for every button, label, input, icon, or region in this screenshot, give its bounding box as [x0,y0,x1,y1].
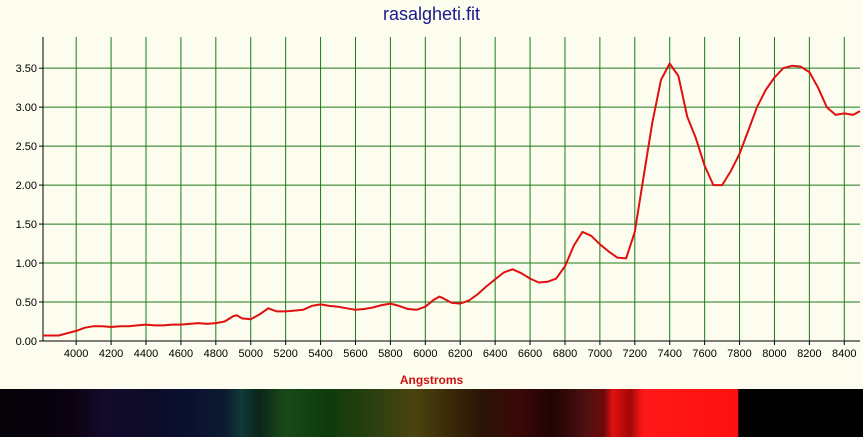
y-tick-label: 3.50 [16,63,37,75]
x-tick-label: 4600 [169,348,193,360]
axes [39,37,860,345]
spectrum-color-strip [0,389,863,437]
y-tick-label: 3.00 [16,102,37,114]
y-tick-labels: 0.00 0.50 1.00 1.50 2.00 2.50 3.00 3.50 [16,63,37,348]
x-tick-label: 5200 [273,348,297,360]
x-tick-label: 6800 [553,348,577,360]
x-tick-label: 5400 [308,348,332,360]
x-tick-label: 8000 [762,348,786,360]
x-tick-label: 6000 [413,348,437,360]
x-tick-label: 4400 [134,348,158,360]
chart-title: rasalgheti.fit [382,4,481,24]
grid-lines [43,37,860,341]
x-tick-labels: 4000 4200 4400 4600 4800 5000 5200 5400 5600 5800… [64,348,857,360]
x-tick-label: 7400 [657,348,681,360]
x-tick-label: 4000 [64,348,88,360]
x-tick-label: 4200 [99,348,123,360]
x-tick-label: 5600 [343,348,367,360]
x-tick-label: 7000 [588,348,612,360]
x-tick-label: 6600 [518,348,542,360]
x-tick-label: 7200 [623,348,647,360]
x-tick-label: 5000 [238,348,262,360]
y-tick-label: 1.00 [16,258,37,270]
series-group [43,62,861,337]
x-tick-label: 7800 [727,348,751,360]
y-tick-label: 1.50 [16,219,37,231]
x-tick-label: 6400 [483,348,507,360]
x-tick-label: 5800 [378,348,402,360]
x-tick-label: 6200 [448,348,472,360]
x-tick-label: 4800 [204,348,228,360]
x-tick-label: 8400 [832,348,856,360]
y-tick-label: 2.00 [16,180,37,192]
x-axis-label: Angstroms [399,373,464,387]
series-line [43,62,861,337]
x-tick-label: 7600 [692,348,716,360]
y-tick-label: 0.50 [16,297,37,309]
y-tick-label: 0.00 [16,336,37,348]
plot-area: 0.00 0.50 1.00 1.50 2.00 2.50 3.00 3.50 4000 420… [16,37,861,360]
x-tick-label: 8200 [797,348,821,360]
y-tick-label: 2.50 [16,141,37,153]
